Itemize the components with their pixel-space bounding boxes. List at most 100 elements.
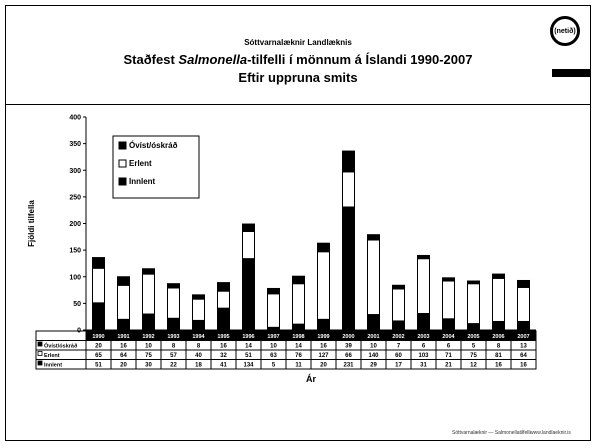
bar-1996-series-2	[242, 223, 255, 232]
data-label: 51	[95, 363, 102, 369]
bar-1999-series-2	[317, 242, 330, 253]
y-tick-label: 400	[69, 115, 81, 122]
data-label: 16	[520, 363, 527, 369]
x-tick-label: 2000	[342, 334, 354, 340]
x-tick-label: 2004	[442, 334, 455, 340]
data-label: 10	[370, 344, 377, 350]
y-axis-label: Fjöldi tilfella	[27, 200, 36, 247]
data-label: 16	[120, 344, 127, 350]
data-label: 103	[418, 353, 429, 359]
bar-2005-series-0	[467, 323, 480, 331]
legend-entry: Erlent	[129, 159, 152, 168]
bar-2002-series-1	[392, 288, 405, 322]
bar-2003-series-1	[417, 258, 430, 314]
data-label: 40	[195, 353, 202, 359]
data-label: 76	[295, 353, 302, 359]
x-tick-label: 1990	[92, 334, 104, 340]
bar-1991-series-0	[117, 318, 130, 331]
data-label: 5	[472, 344, 476, 350]
data-label: 8	[172, 344, 176, 350]
data-label: 39	[345, 344, 352, 350]
header-divider	[6, 104, 590, 105]
x-tick-label: 2007	[517, 334, 529, 340]
data-label: 20	[95, 344, 102, 350]
bar-1992-series-0	[142, 313, 155, 331]
bar-1993-series-2	[167, 283, 180, 289]
data-label: 17	[395, 363, 402, 369]
bar-2007-series-1	[517, 286, 530, 322]
data-label: 13	[520, 344, 527, 350]
title-prefix: Staðfest	[123, 52, 179, 67]
x-tick-label: 1993	[167, 334, 179, 340]
data-label: 22	[170, 363, 177, 369]
bar-1999-series-1	[317, 251, 330, 320]
bar-1990-series-0	[92, 302, 105, 331]
bar-2007-series-0	[517, 320, 530, 331]
data-label: 5	[272, 363, 276, 369]
legend-entry: Óvíst/óskráð	[129, 141, 178, 150]
bar-1994-series-1	[192, 298, 205, 321]
data-label: 41	[220, 363, 227, 369]
table-row-label: Óvíst/óskráð	[44, 342, 78, 350]
data-label: 29	[370, 363, 377, 369]
x-tick-label: 1992	[142, 334, 154, 340]
data-label: 20	[320, 363, 327, 369]
title-italic: Salmonella	[178, 52, 248, 67]
data-label: 8	[197, 344, 201, 350]
data-label: 6	[447, 344, 451, 350]
bar-2007-series-2	[517, 279, 530, 288]
x-tick-label: 1999	[317, 334, 329, 340]
bar-2000-series-1	[342, 171, 355, 208]
chart-title: Staðfest Salmonella-tilfelli í mönnum á …	[6, 52, 590, 67]
bar-1993-series-0	[167, 317, 180, 331]
bar-2004-series-1	[442, 280, 455, 320]
data-label: 75	[470, 353, 477, 359]
data-label: 12	[470, 363, 477, 369]
data-label: 14	[245, 344, 252, 350]
bar-2003-series-2	[417, 254, 430, 260]
header-black-bar	[552, 69, 590, 77]
y-tick-label: 200	[69, 221, 81, 228]
slide-frame: Sóttvarnalæknir Landlæknis Staðfest Salm…	[5, 5, 591, 441]
data-label: 18	[195, 363, 202, 369]
bar-2005-series-2	[467, 280, 480, 285]
table-row-swatch	[37, 341, 43, 347]
bar-1997-series-2	[267, 287, 280, 295]
data-label: 66	[345, 353, 352, 359]
y-tick-label: 250	[69, 194, 81, 201]
data-label: 16	[495, 363, 502, 369]
data-label: 16	[320, 344, 327, 350]
x-tick-label: 1996	[242, 334, 254, 340]
footer-left-text: Sóttvarnalæknir — Salmonellatilfelli	[452, 430, 531, 436]
x-tick-label: 1997	[267, 334, 279, 340]
bar-1994-series-2	[192, 294, 205, 300]
bar-2004-series-2	[442, 277, 455, 282]
table-row-label: Innlent	[44, 363, 62, 369]
legend-swatch	[118, 141, 127, 150]
data-label: 6	[422, 344, 426, 350]
bar-1990-series-1	[92, 267, 105, 304]
data-label: 51	[245, 353, 252, 359]
organization-name: Sóttvarnalæknir Landlæknis	[244, 38, 352, 47]
data-label: 140	[368, 353, 379, 359]
data-label: 65	[95, 353, 102, 359]
bar-1991-series-2	[117, 276, 130, 286]
legend-entry: Innlent	[129, 177, 156, 186]
bar-2003-series-0	[417, 312, 430, 331]
y-tick-label: 350	[69, 141, 81, 148]
legend-swatch	[118, 177, 127, 186]
bar-1995-series-2	[217, 282, 230, 292]
bar-1995-series-1	[217, 290, 230, 309]
bar-1995-series-0	[217, 307, 230, 331]
x-tick-label: 1998	[292, 334, 304, 340]
data-label: 134	[243, 363, 254, 369]
bar-1992-series-2	[142, 268, 155, 275]
bar-2000-series-0	[342, 206, 355, 331]
data-label: 30	[145, 363, 152, 369]
bar-2001-series-1	[367, 239, 380, 316]
data-label: 20	[120, 363, 127, 369]
data-label: 64	[520, 353, 527, 359]
data-label: 10	[270, 344, 277, 350]
data-label: 81	[495, 353, 502, 359]
bar-2001-series-0	[367, 314, 380, 331]
